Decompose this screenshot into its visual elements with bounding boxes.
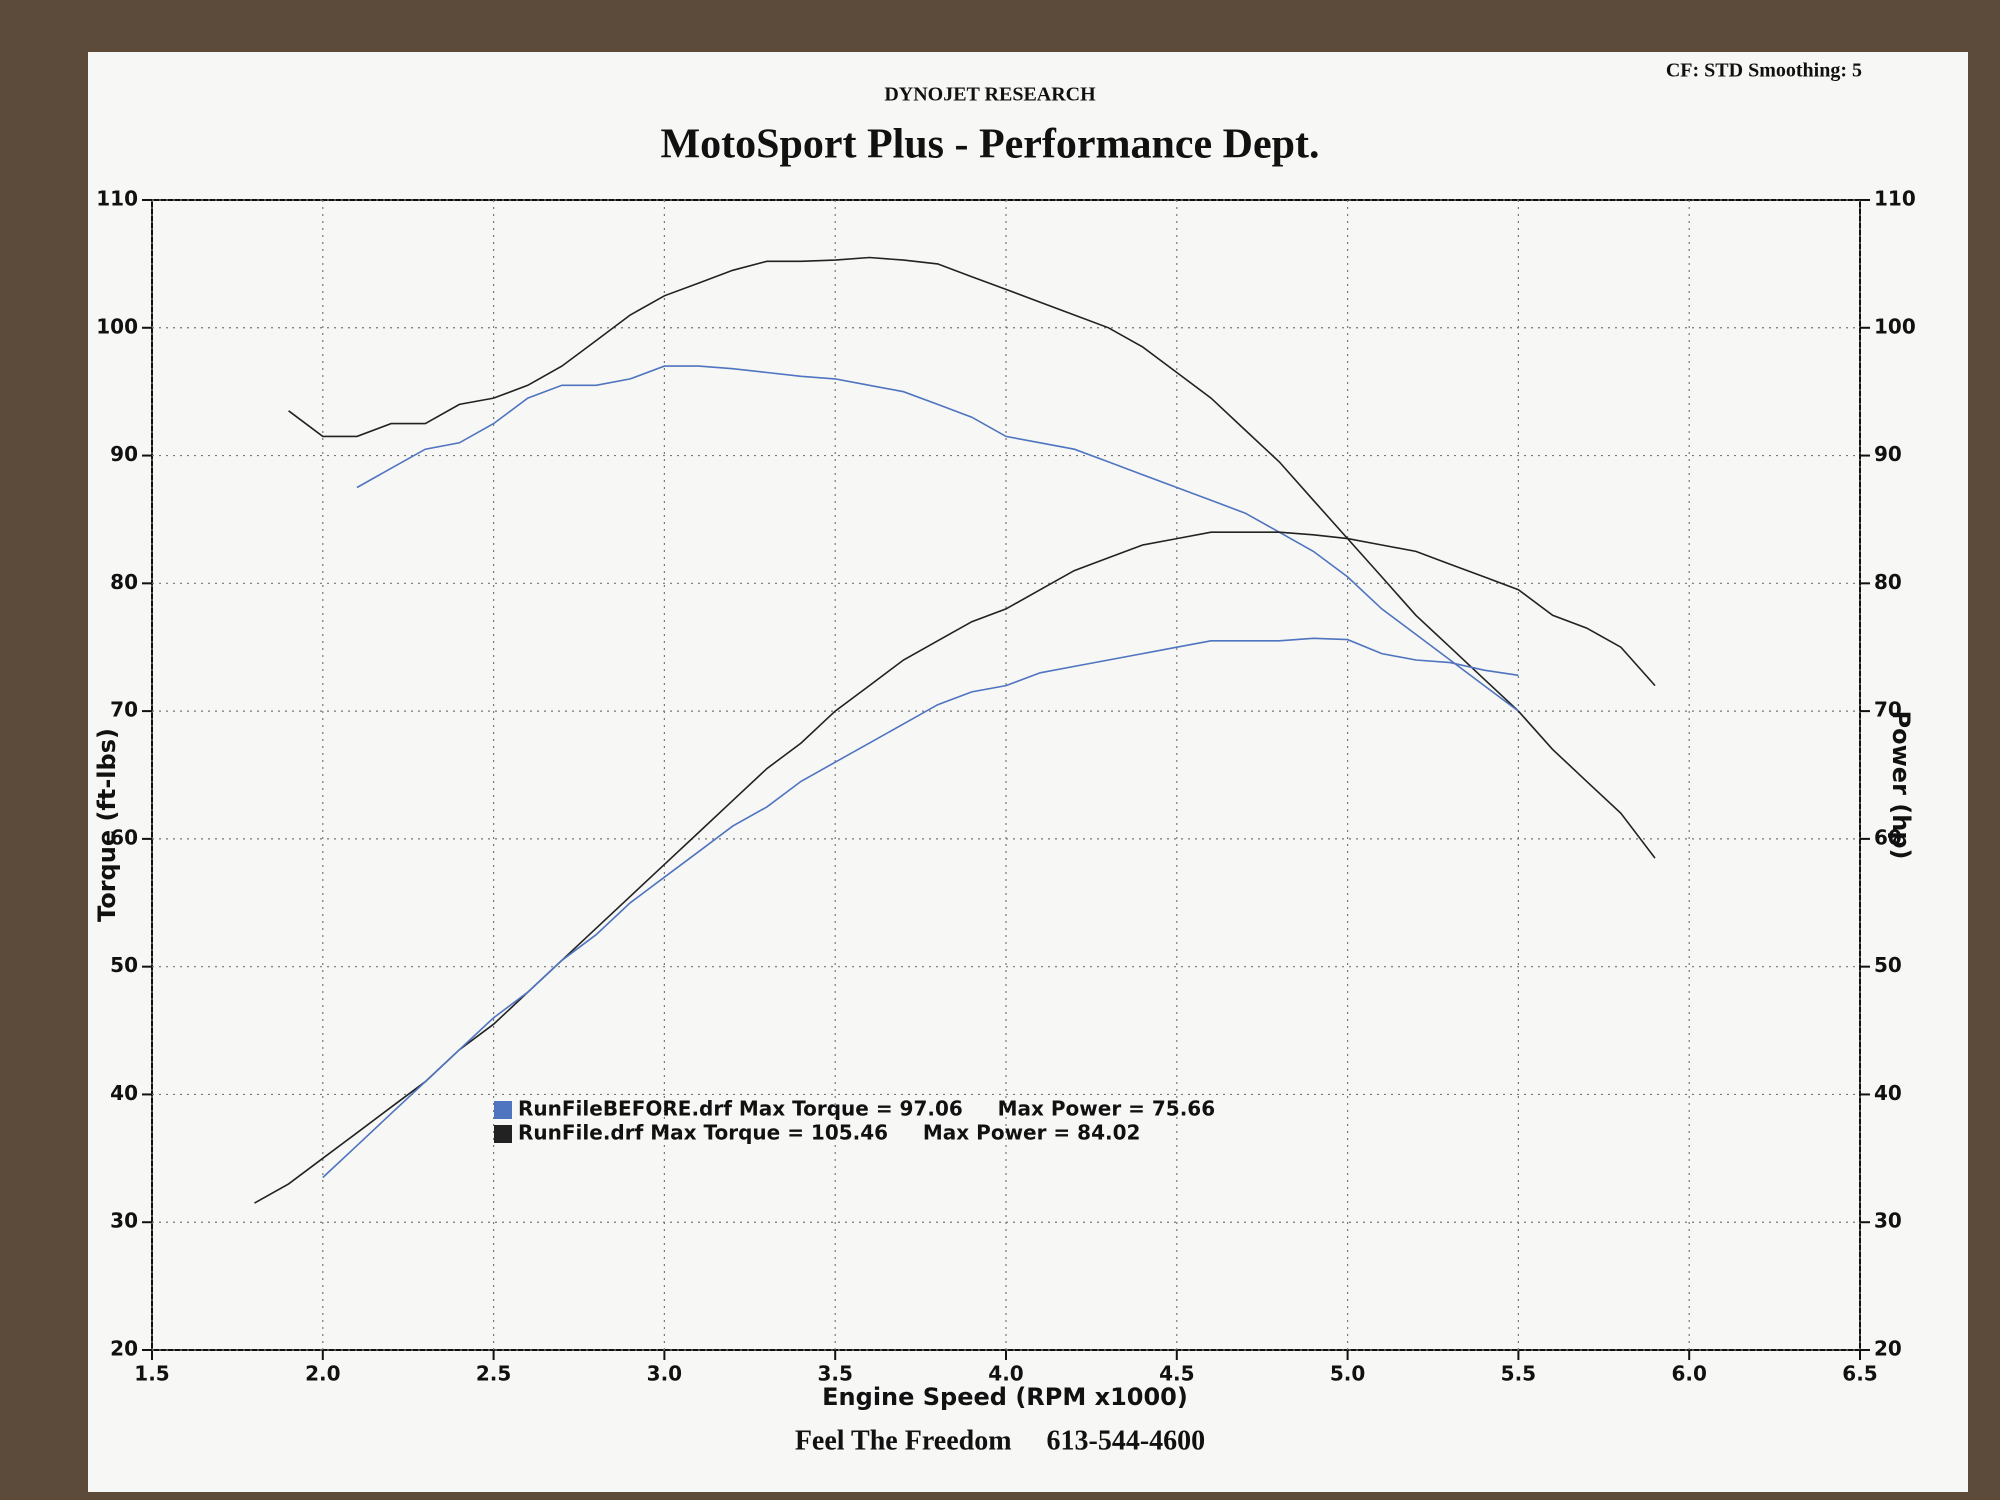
x-tick-label: 6.0 [1671,1362,1706,1386]
data-line [254,531,1656,1204]
x-tick-label: 5.0 [1330,1362,1365,1386]
x-tick-label: 5.5 [1501,1362,1536,1386]
y2-tick-label: 90 [1874,442,1902,466]
y2-tick-label: 20 [1874,1337,1902,1361]
y2-tick-label: 100 [1874,314,1916,338]
data-line [356,365,1519,712]
x-tick-label: 1.5 [134,1362,169,1386]
y-tick-label: 70 [110,698,138,722]
x-tick-label: 2.5 [476,1362,511,1386]
y2-tick-label: 60 [1874,825,1902,849]
x-tick-label: 4.0 [988,1362,1023,1386]
y2-tick-label: 110 [1874,187,1916,211]
y2-axis-label: Power (hp) [1887,711,1915,860]
y-tick-label: 40 [110,1081,138,1105]
legend-label: RunFile.drf Max Torque = 105.46 Max Powe… [518,1121,1140,1145]
y2-tick-label: 30 [1874,1209,1902,1233]
y-axis-label: Torque (ft-lbs) [93,728,121,922]
data-line [322,637,1519,1179]
footer: Feel The Freedom 613-544-4600 [795,1425,1205,1456]
y2-tick-label: 50 [1874,953,1902,977]
legend-swatch [494,1101,512,1119]
y-tick-label: 20 [110,1337,138,1361]
chart-title: MotoSport Plus - Performance Dept. [661,122,1320,168]
y-tick-label: 30 [110,1209,138,1233]
note: CF: STD Smoothing: 5 [1666,60,1862,82]
y-tick-label: 50 [110,953,138,977]
y-tick-label: 60 [110,825,138,849]
header: DYNOJET RESEARCH [884,84,1096,106]
y2-tick-label: 70 [1874,698,1902,722]
y-tick-label: 110 [96,187,138,211]
x-tick-label: 6.5 [1842,1362,1877,1386]
x-tick-label: 2.0 [305,1362,340,1386]
legend-label: RunFileBEFORE.drf Max Torque = 97.06 Max… [518,1097,1215,1121]
y2-tick-label: 80 [1874,570,1902,594]
data-line [288,256,1656,859]
paper [88,52,1968,1492]
x-axis-label: Engine Speed (RPM x1000) [822,1383,1188,1411]
legend-swatch [494,1125,512,1143]
y-tick-label: 100 [96,314,138,338]
x-tick-label: 4.5 [1159,1362,1194,1386]
y-tick-label: 90 [110,442,138,466]
x-tick-label: 3.5 [817,1362,852,1386]
x-tick-label: 3.0 [647,1362,682,1386]
y-tick-label: 80 [110,570,138,594]
y2-tick-label: 40 [1874,1081,1902,1105]
